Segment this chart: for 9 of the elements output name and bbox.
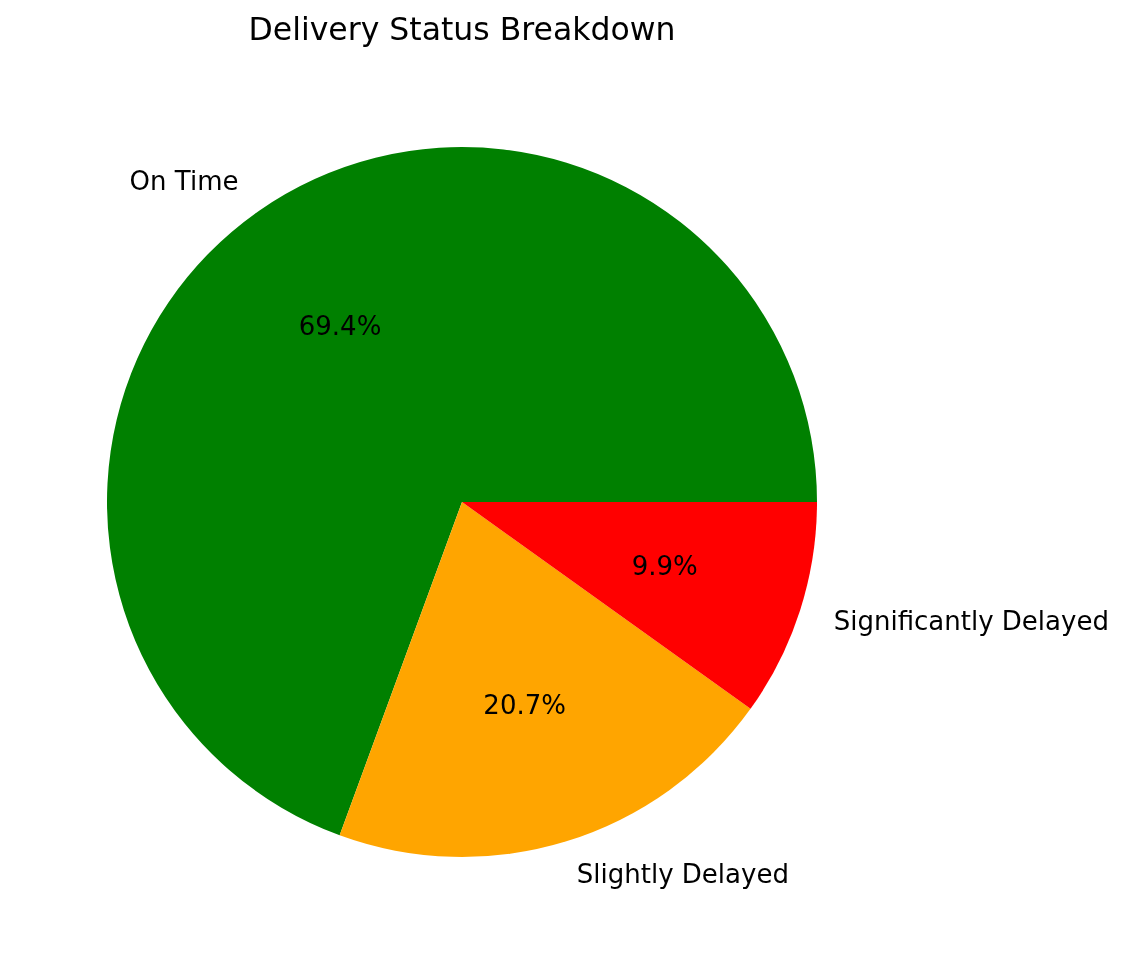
pie-slice — [107, 147, 817, 836]
chart-title: Delivery Status Breakdown — [248, 10, 676, 47]
slice-label: Significantly Delayed — [833, 605, 1109, 636]
data-label: 20.7% — [483, 689, 566, 720]
slice-label: On Time — [129, 165, 239, 196]
data-label: 69.4% — [298, 311, 382, 342]
pie-slice — [339, 502, 751, 857]
slice-label: Slightly Delayed — [576, 859, 789, 890]
data-label: 9.9% — [631, 551, 698, 582]
